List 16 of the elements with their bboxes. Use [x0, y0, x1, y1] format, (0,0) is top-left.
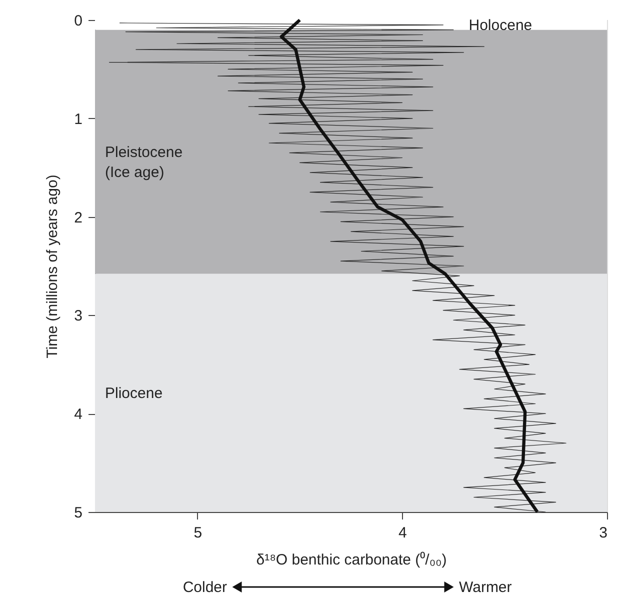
x-tick-label: 3	[599, 524, 608, 542]
y-tick-label: 1	[74, 110, 82, 128]
band-label: Holocene	[468, 16, 532, 34]
y-tick-label: 2	[74, 209, 82, 226]
y-axis-title: Time (millions of years ago)	[44, 174, 62, 358]
band-label: Pliocene	[105, 384, 163, 402]
y-tick-label: 3	[74, 308, 82, 325]
x-tick-label: 5	[194, 524, 202, 542]
y-tick-label: 5	[74, 504, 82, 522]
y-tick-label: 0	[74, 12, 82, 30]
y-tick-label: 4	[74, 406, 82, 424]
text: Warmer	[459, 579, 512, 596]
band-label: Pleistocene (Ice age)	[105, 144, 183, 181]
text: Colder	[182, 579, 228, 596]
x-axis-title: δ¹⁸O benthic carbonate (⁰/₀₀)	[256, 552, 447, 568]
x-tick-label: 4	[398, 524, 407, 542]
